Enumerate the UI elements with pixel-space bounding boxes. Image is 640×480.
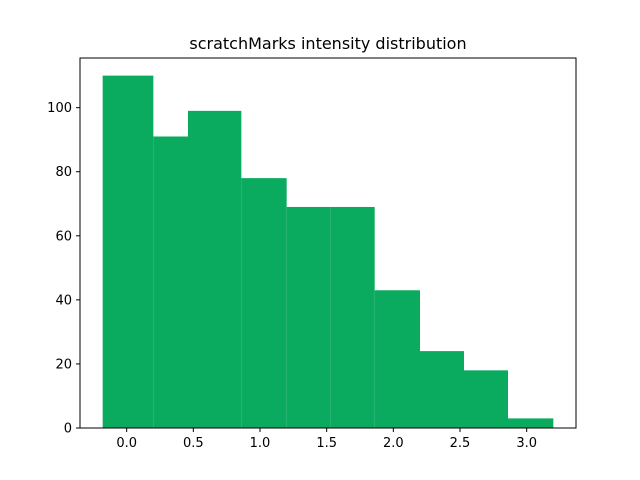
histogram-bar-6 — [374, 290, 420, 428]
x-tick-label-0: 0.0 — [116, 436, 137, 451]
x-tick-label-3: 1.5 — [316, 436, 337, 451]
y-tick-label-4: 80 — [55, 165, 72, 180]
histogram-bar-4 — [286, 206, 331, 428]
x-axis: 0.0 0.5 1.0 1.5 2.0 2.5 3.0 — [116, 428, 537, 451]
y-tick-label-3: 60 — [55, 229, 72, 244]
histogram-bar-5 — [330, 206, 375, 428]
x-tick-label-6: 3.0 — [516, 436, 537, 451]
histogram-bar-8 — [464, 370, 508, 428]
y-axis: 0 20 40 60 80 100 — [47, 101, 80, 437]
x-tick-label-1: 0.5 — [183, 436, 204, 451]
histogram-bar-0 — [102, 75, 154, 428]
chart-title: scratchMarks intensity distribution — [189, 34, 466, 53]
histogram-bar-2 — [188, 110, 242, 428]
y-tick-label-1: 20 — [55, 357, 72, 372]
x-tick-label-2: 1.0 — [250, 436, 271, 451]
histogram-bar-1 — [153, 136, 188, 428]
x-tick-label-5: 2.5 — [450, 436, 471, 451]
y-tick-label-0: 0 — [64, 422, 72, 437]
plot-frame — [79, 57, 577, 429]
histogram-bar-7 — [420, 351, 464, 428]
bars-group — [102, 75, 554, 428]
y-tick-label-2: 40 — [55, 293, 72, 308]
histogram-bar-3 — [241, 178, 287, 428]
x-tick-label-4: 2.0 — [383, 436, 404, 451]
y-tick-label-5: 100 — [47, 101, 72, 116]
histogram-bar-9 — [508, 418, 554, 428]
